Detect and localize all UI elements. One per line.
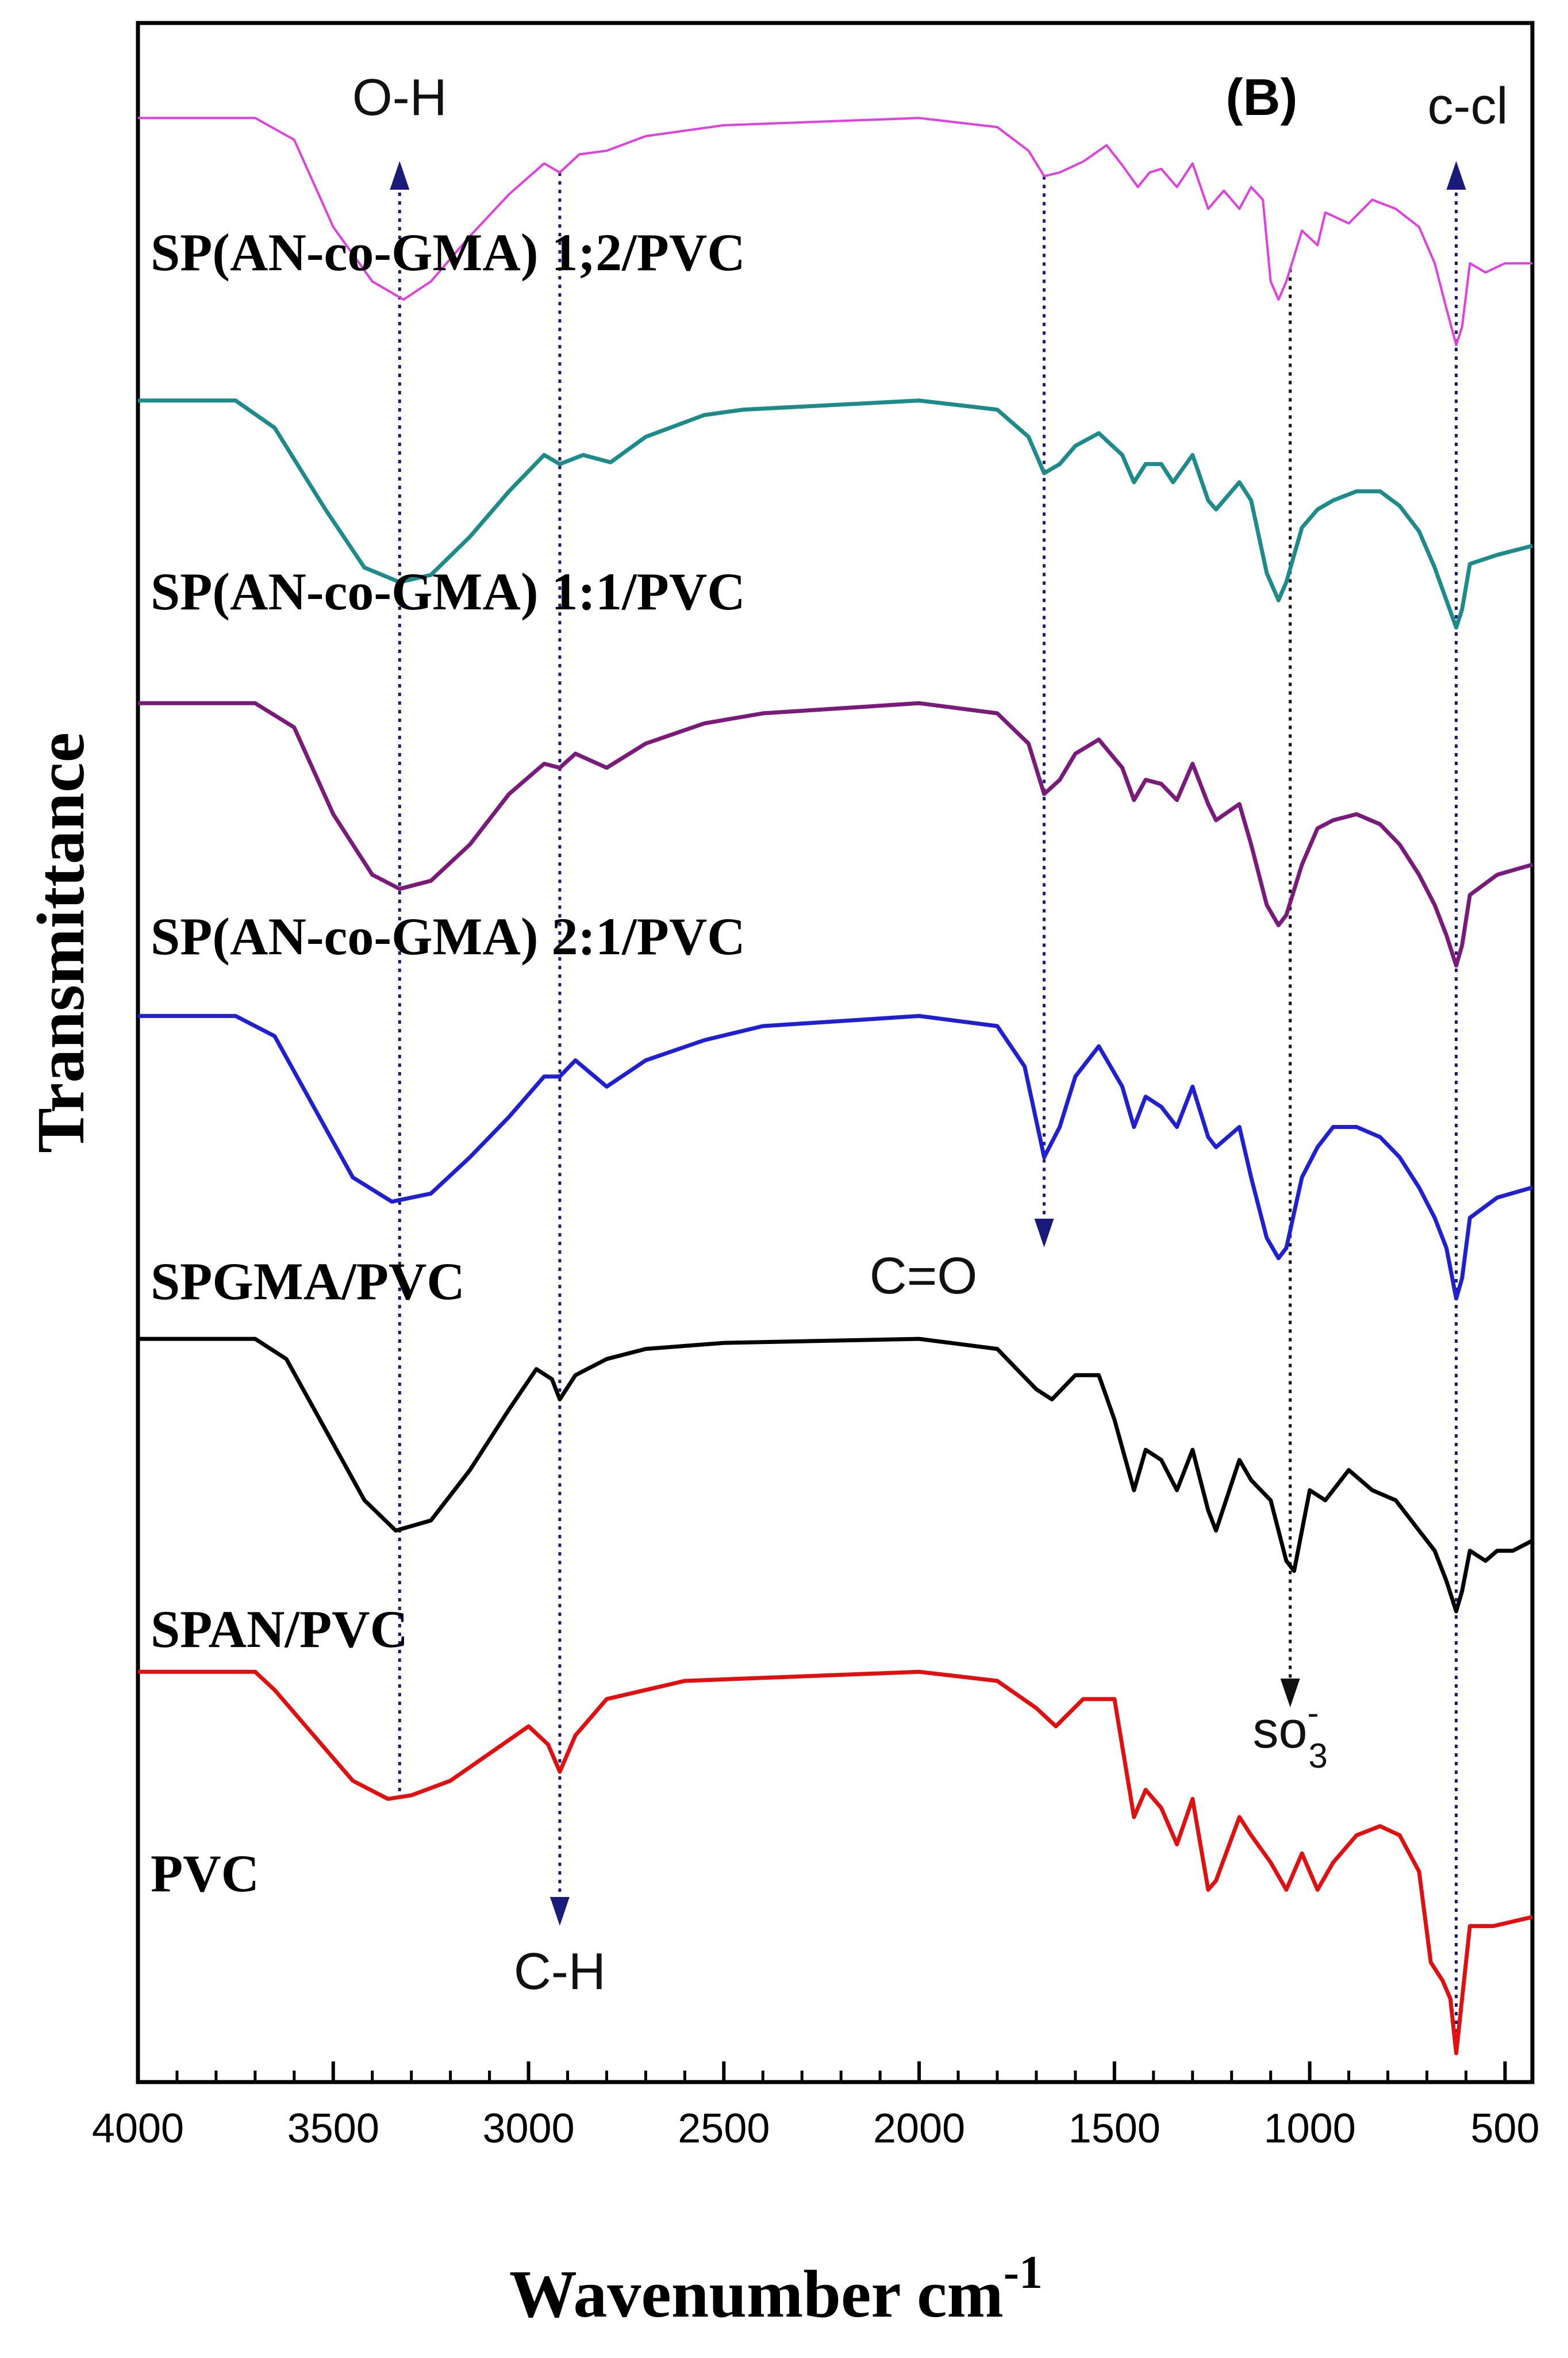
annotation-label-1: O-H [352, 69, 447, 126]
annotation-label-4: so-3 [1252, 1693, 1327, 1775]
x-axis-title: Wavenumber cm-1 [509, 2246, 1043, 2332]
series-label-2: SP(AN-co-GMA) 1:1/PVC [151, 562, 745, 621]
arrow-head-3 [1034, 1219, 1054, 1247]
series-line-1 [138, 117, 1532, 347]
arrow-head-5 [1446, 161, 1466, 190]
series-label-6: PVC [151, 1844, 259, 1903]
x-tick-label-4: 2500 [678, 2106, 770, 2152]
arrow-head-2 [549, 1897, 570, 1926]
x-axis-title-main: Wavenumber cm [509, 2256, 1004, 2332]
series-line-6 [138, 1669, 1533, 2056]
arrow-head-1 [390, 161, 410, 190]
series-line-3 [138, 701, 1533, 968]
x-tick-label-6: 1500 [1069, 2106, 1160, 2152]
series-label-5: SPAN/PVC [151, 1600, 408, 1658]
x-tick-label-1: 4000 [92, 2106, 184, 2152]
x-tick-label-8: 500 [1470, 2106, 1539, 2152]
x-tick-label-5: 2000 [873, 2106, 965, 2152]
annotation-label-2: C-H [514, 1943, 606, 2000]
annotation-label-5: c-cl [1428, 78, 1508, 135]
series-line-5 [138, 1337, 1534, 1614]
series-label-3: SP(AN-co-GMA) 2:1/PVC [151, 907, 745, 966]
series-line-4 [138, 1013, 1533, 1301]
x-tick-label-2: 3500 [287, 2106, 379, 2152]
series-label-1: SP(AN-co-GMA) 1;2/PVC [151, 223, 745, 282]
series-line-2 [138, 398, 1533, 630]
arrow-head-4 [1280, 1679, 1300, 1707]
series-label-4: SPGMA/PVC [151, 1252, 465, 1311]
y-axis-title: Transmittance [23, 732, 98, 1153]
panel-label: (B) [1226, 69, 1298, 126]
x-axis-title-sup: -1 [1004, 2246, 1043, 2298]
x-tick-label-3: 3000 [482, 2106, 574, 2152]
x-tick-label-7: 1000 [1264, 2106, 1356, 2152]
plot-frame [136, 21, 1535, 2084]
annotation-label-3: C=O [870, 1247, 978, 1305]
